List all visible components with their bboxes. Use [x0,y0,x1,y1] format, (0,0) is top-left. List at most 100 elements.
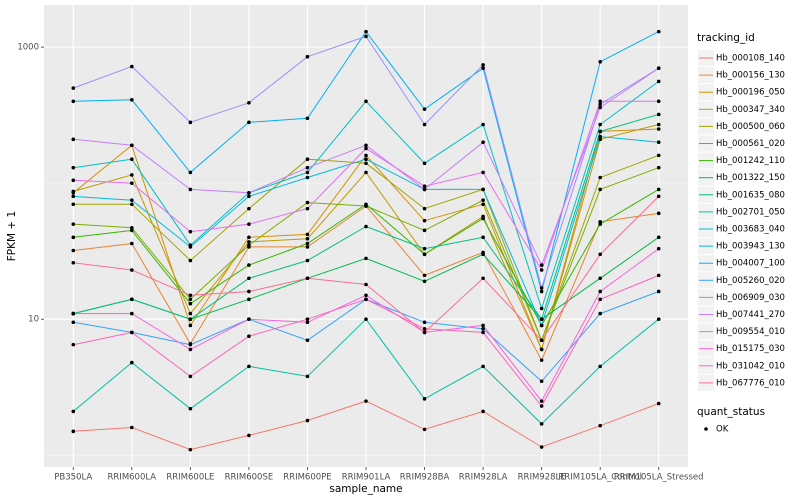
data-point [422,427,427,432]
data-point [247,235,251,240]
x-tick-label: RRIM600SE [225,473,274,483]
data-point [481,409,485,414]
data-point [598,311,602,316]
legend-label: Hb_015175_030 [716,344,785,354]
data-point [71,194,76,199]
data-point [364,224,368,229]
data-point [364,99,368,104]
data-point [539,379,544,384]
data-point [130,64,134,69]
legend-label: Hb_000196_050 [716,88,785,98]
data-point [364,399,368,403]
data-point [188,311,193,316]
data-point [656,317,661,322]
data-point [481,327,485,331]
data-point [422,320,427,325]
data-point [71,165,76,170]
legend-label: Hb_004007_100 [716,259,785,269]
data-point [188,120,193,125]
data-point [71,202,76,207]
data-point [598,134,602,139]
data-point [422,107,427,111]
data-point [305,237,310,241]
data-point [422,184,427,189]
data-point [71,99,76,104]
data-point [364,170,368,175]
data-point [305,54,310,59]
shape-legend-label: OK [716,425,729,435]
data-point [130,157,134,162]
data-point [481,66,485,70]
data-point [71,320,76,325]
data-point [130,360,134,365]
data-point [539,347,544,352]
legend-label: Hb_067776_010 [716,378,785,388]
legend-label: Hb_003683_040 [716,225,785,235]
data-point [656,127,661,131]
data-point [481,140,485,145]
legend-label: Hb_005260_020 [716,276,785,286]
x-tick-label: RRIM928LE [518,473,566,483]
data-point [71,86,76,90]
data-point [539,358,544,362]
data-point [71,189,76,194]
legend-label: Hb_002701_050 [716,207,785,217]
data-point [247,276,251,281]
data-point [247,100,251,105]
data-point [422,246,427,251]
data-point [598,99,602,104]
data-point [305,157,310,162]
data-point [130,297,134,302]
data-point [247,334,251,339]
data-point [598,187,602,192]
legend-label: Hb_000156_130 [716,71,785,81]
data-point [247,243,251,248]
data-point [539,317,544,322]
data-point [656,194,661,199]
data-point [598,60,602,64]
data-point [130,425,134,430]
data-point [364,153,368,158]
data-point [71,311,76,316]
data-point [656,140,661,145]
x-tick-label: RRIM928LA [459,473,508,483]
data-point [188,342,193,347]
data-point [71,429,76,434]
data-point [71,342,76,347]
data-point [247,263,251,267]
x-tick-label: RRIM600PE [283,473,331,483]
legend-label: Hb_007441_270 [716,310,785,320]
data-point [598,129,602,134]
shape-legend-key [704,427,708,431]
data-point [422,273,427,278]
data-point [71,409,76,414]
data-point [305,418,310,423]
data-point [656,153,661,158]
data-point [188,187,193,192]
data-point [539,268,544,272]
data-point [656,273,661,278]
data-point [364,143,368,148]
data-point [481,198,485,202]
data-point [598,102,602,107]
data-point [188,229,193,234]
data-point [364,317,368,322]
data-point [422,397,427,401]
data-point [130,173,134,177]
data-point [364,34,368,39]
data-point [422,252,427,257]
data-point [305,206,310,211]
data-point [188,297,193,302]
data-point [422,327,427,331]
data-point [130,268,134,272]
y-tick-label: 10 [28,315,39,325]
legend-title: tracking_id [697,32,755,44]
data-point [539,404,544,408]
data-point [305,374,310,379]
data-point [539,306,544,311]
data-point [598,297,602,302]
data-point [422,187,427,192]
data-point [188,317,193,322]
data-point [188,447,193,452]
data-point [305,175,310,180]
